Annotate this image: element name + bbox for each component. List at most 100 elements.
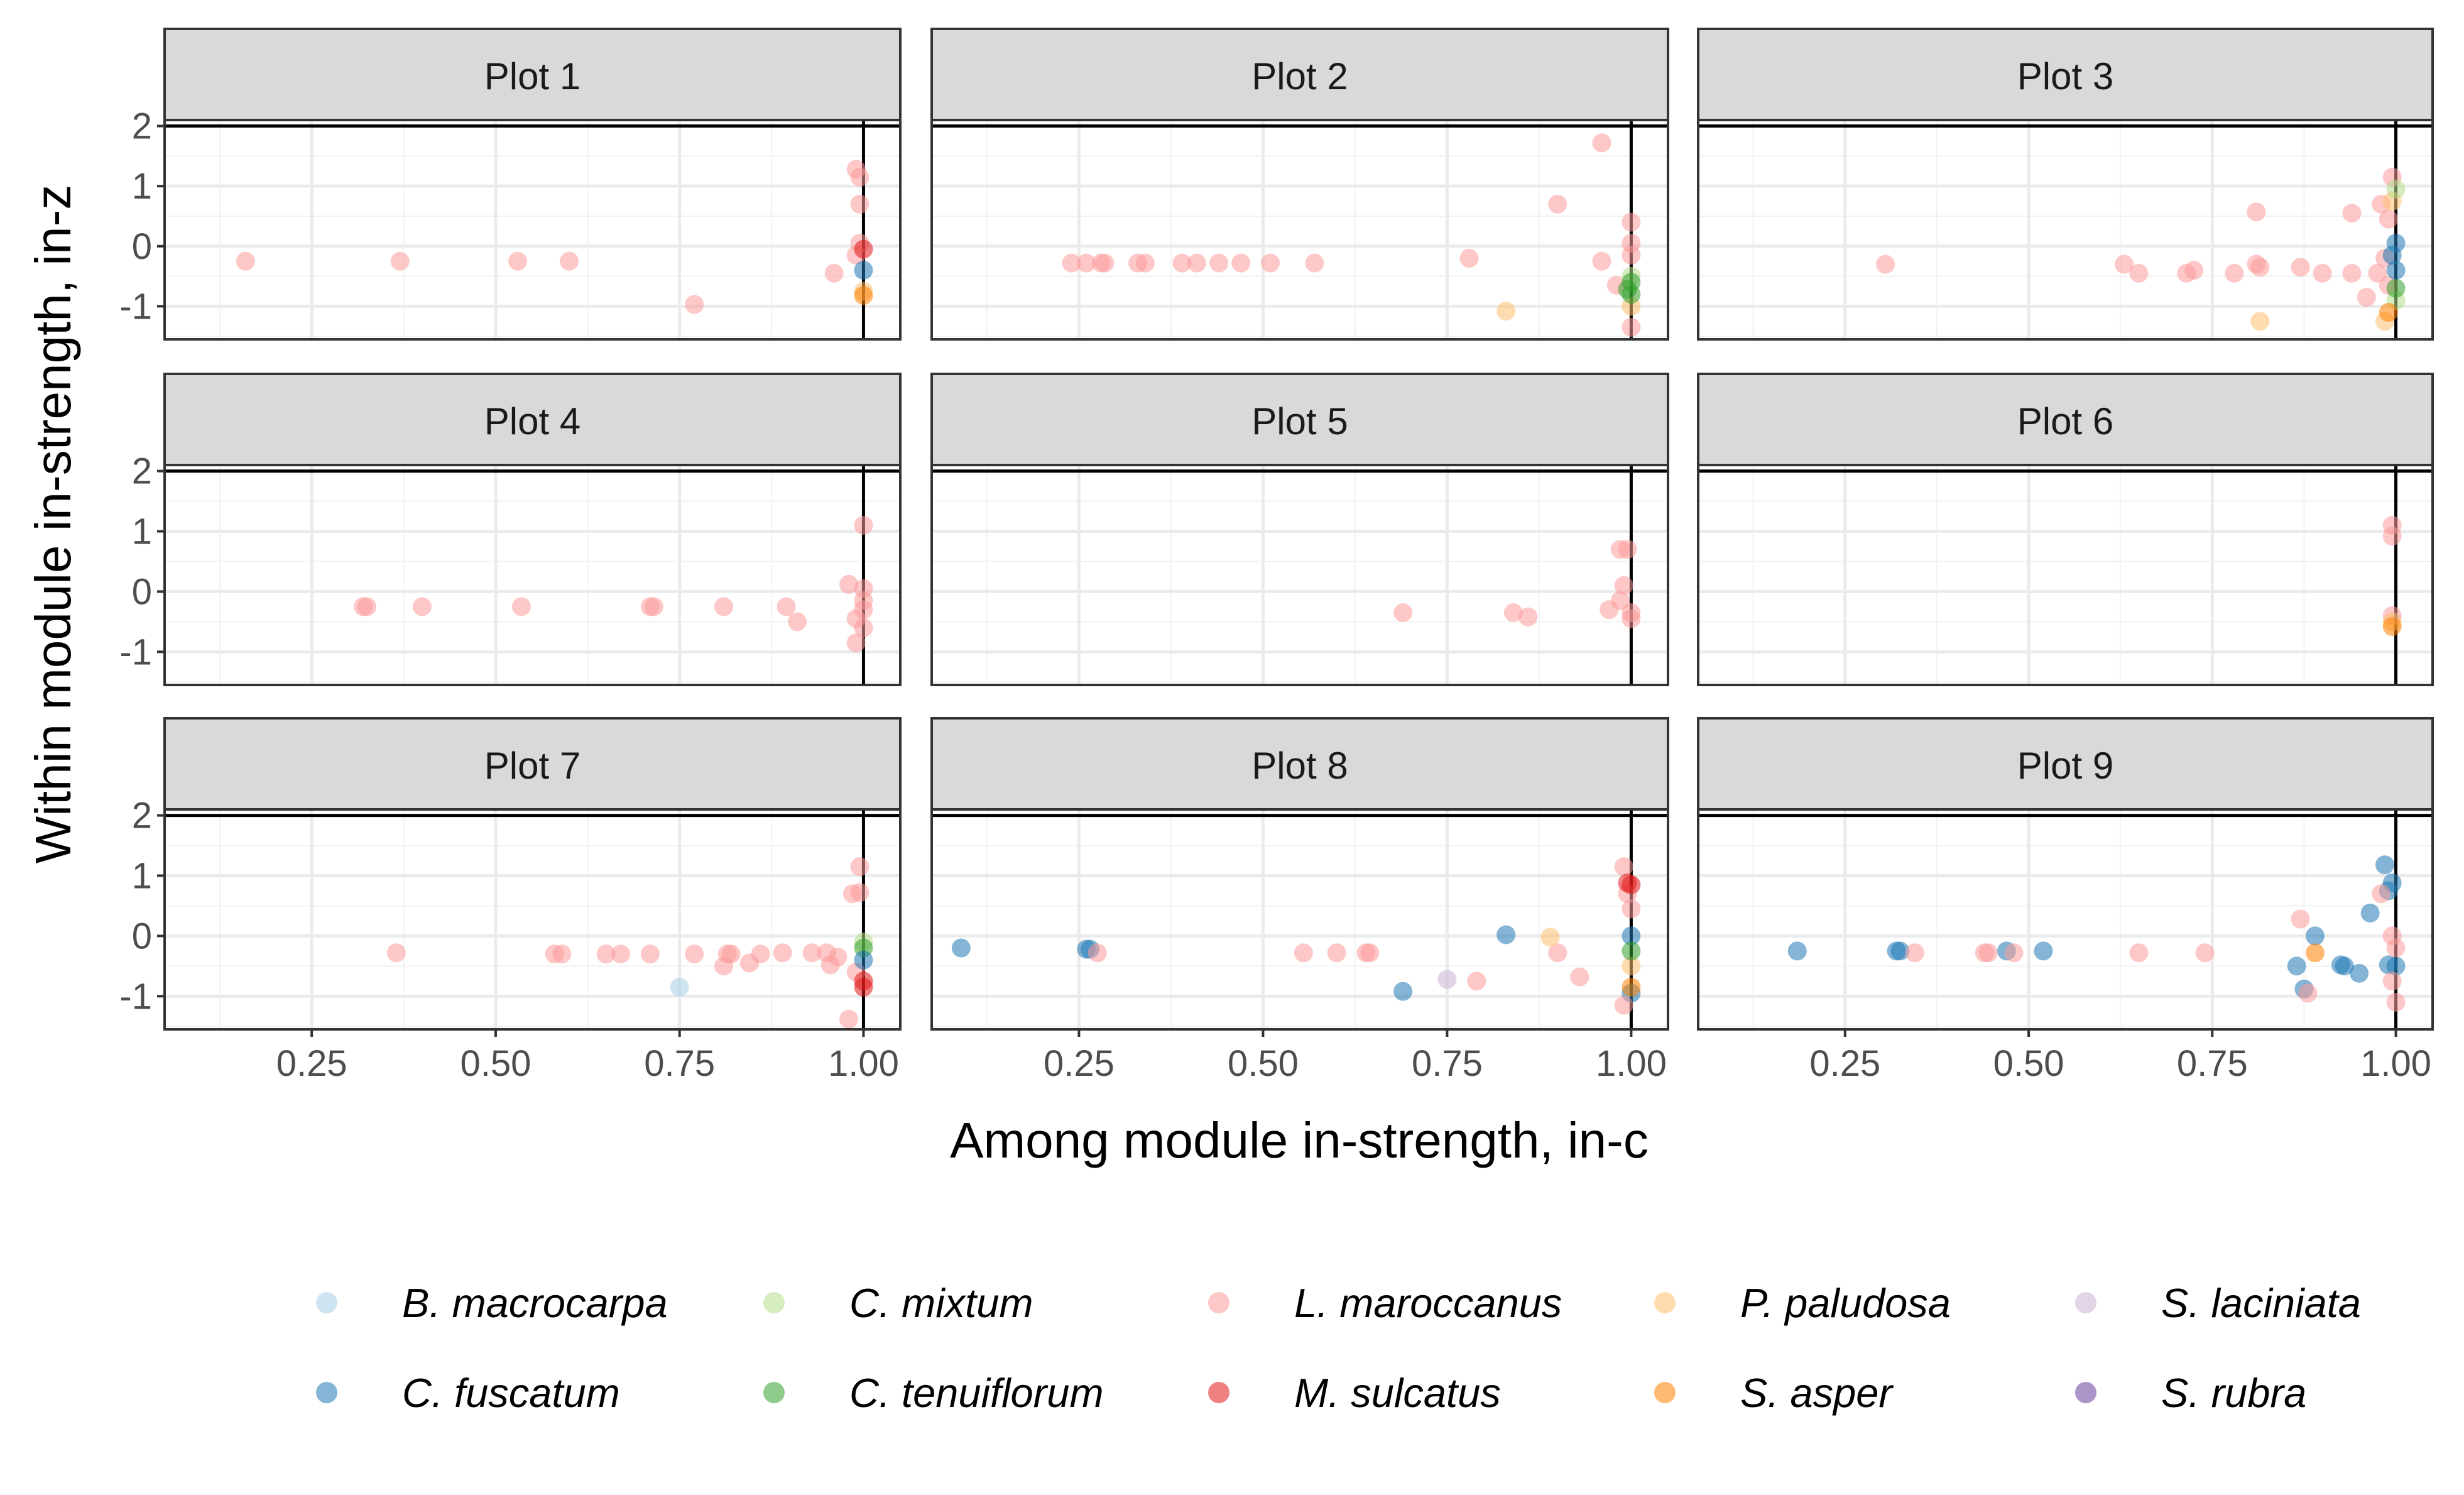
- data-point: [2382, 527, 2402, 546]
- facet-title: Plot 8: [1251, 745, 1348, 787]
- data-point: [1088, 943, 1107, 963]
- data-point: [854, 600, 873, 620]
- panel-border: [1697, 808, 2434, 1031]
- data-point: [1978, 943, 1998, 963]
- y-tick-label: -1: [119, 632, 152, 672]
- facet-panel: Plot 8: [930, 717, 1669, 1031]
- legend-swatch: [763, 1382, 785, 1403]
- data-point: [2357, 288, 2376, 307]
- legend-label: C. tenuiflorum: [849, 1370, 1104, 1416]
- facet-panel: Plot 4: [163, 373, 902, 686]
- x-tick-label: 0.25: [1809, 1043, 1880, 1084]
- data-point: [828, 947, 848, 967]
- data-point: [2386, 938, 2406, 958]
- data-point: [1503, 603, 1523, 622]
- data-point: [1548, 943, 1567, 963]
- x-tick-label: 0.25: [276, 1043, 347, 1084]
- legend-swatch: [1654, 1382, 1676, 1403]
- data-point: [854, 239, 873, 259]
- facet-title: Plot 2: [1251, 55, 1348, 97]
- data-point: [1622, 941, 1641, 961]
- x-tick-label: 0.50: [1228, 1043, 1299, 1084]
- legend-label: P. paludosa: [1740, 1280, 1951, 1326]
- facet-panel: Plot 7: [163, 717, 902, 1031]
- data-point: [596, 945, 616, 964]
- data-point: [357, 597, 377, 616]
- data-point: [1622, 977, 1641, 997]
- data-point: [1172, 253, 1192, 273]
- data-point: [2305, 926, 2325, 946]
- data-point: [1622, 899, 1641, 919]
- legend-swatch: [1208, 1382, 1229, 1403]
- data-point: [1393, 603, 1413, 622]
- legend-item: M. sulcatus: [1208, 1370, 1501, 1416]
- data-point: [640, 945, 660, 964]
- x-tick-label: 1.00: [828, 1043, 899, 1084]
- data-point: [2250, 258, 2270, 277]
- facet-title: Plot 7: [484, 745, 581, 787]
- data-point: [2350, 963, 2369, 983]
- facet-title: Plot 5: [1251, 400, 1348, 442]
- data-point: [2291, 258, 2310, 277]
- data-point: [824, 263, 844, 283]
- data-point: [560, 251, 579, 271]
- data-point: [1459, 248, 1479, 268]
- facet-panel: Plot 3: [1697, 28, 2434, 341]
- data-point: [839, 1009, 859, 1029]
- facet-title: Plot 4: [484, 400, 581, 442]
- y-tick-label: 1: [132, 166, 152, 207]
- legend-item: S. asper: [1654, 1370, 1894, 1416]
- data-point: [2184, 261, 2204, 280]
- data-point: [2287, 956, 2306, 976]
- data-point: [2382, 972, 2402, 991]
- legend-label: S. asper: [1740, 1370, 1894, 1416]
- data-point: [2115, 255, 2134, 274]
- data-point: [854, 286, 873, 305]
- data-point: [2129, 943, 2149, 963]
- data-point: [2375, 855, 2395, 875]
- legend-swatch: [1208, 1292, 1229, 1313]
- data-point: [1261, 253, 1280, 273]
- data-point: [1231, 253, 1251, 273]
- facet-title: Plot 3: [2017, 55, 2113, 97]
- facet-panel: Plot 1: [163, 28, 902, 341]
- legend: B. macrocarpa C. fuscatum C. mixtum C. tenu…: [316, 1280, 2361, 1416]
- data-point: [1622, 926, 1641, 946]
- data-point: [2305, 943, 2325, 963]
- facet-strip: [1697, 373, 2434, 466]
- x-axis-title: Among module in-strength, in-c: [950, 1112, 1649, 1168]
- x-tick-label: 0.75: [2177, 1043, 2248, 1084]
- panel-border: [930, 119, 1669, 341]
- y-tick-label: 2: [132, 451, 152, 492]
- data-point: [1614, 995, 1633, 1015]
- y-tick-label: 0: [132, 226, 152, 267]
- data-point: [685, 295, 704, 314]
- data-point: [1592, 251, 1611, 271]
- data-point: [1062, 253, 1081, 273]
- data-point: [508, 251, 528, 271]
- data-point: [1548, 194, 1567, 214]
- legend-item: P. paludosa: [1654, 1280, 1951, 1326]
- data-point: [802, 943, 822, 963]
- data-point: [390, 251, 410, 271]
- data-point: [1592, 133, 1611, 153]
- data-point: [1294, 943, 1313, 963]
- y-axis-title: Within module in-strength, in-z: [25, 185, 81, 863]
- data-point: [1187, 253, 1206, 273]
- y-tick-label: 0: [132, 571, 152, 612]
- data-point: [1618, 873, 1637, 892]
- legend-item: C. fuscatum: [316, 1370, 620, 1416]
- data-point: [1614, 857, 1633, 877]
- x-tick-label: 0.50: [1993, 1043, 2064, 1084]
- facet-strip: [1697, 717, 2434, 811]
- panel-border: [163, 464, 902, 686]
- y-tick-label: -1: [119, 976, 152, 1017]
- data-point: [1610, 591, 1630, 610]
- data-point: [412, 597, 432, 616]
- facet-title: Plot 9: [2017, 745, 2113, 787]
- facet-strip: [930, 28, 1669, 121]
- legend-item: L. maroccanus: [1208, 1280, 1562, 1326]
- data-point: [721, 945, 741, 964]
- panel-border: [163, 808, 902, 1031]
- data-point: [2360, 903, 2380, 923]
